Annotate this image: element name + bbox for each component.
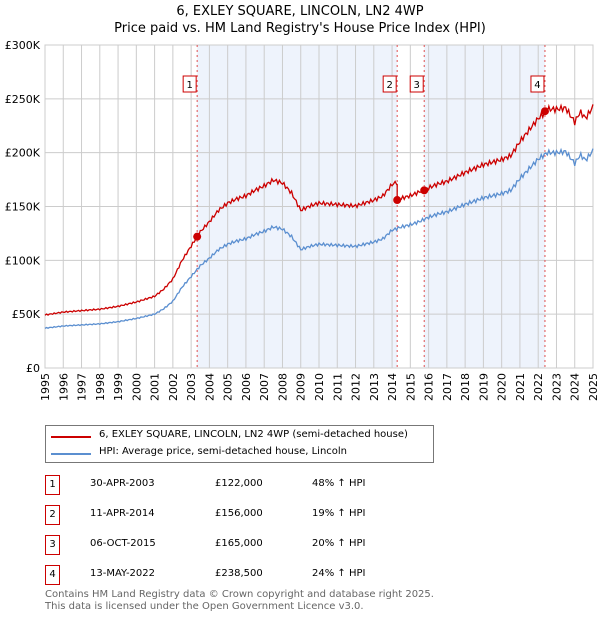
x-tick-label: 2021 (514, 373, 527, 401)
hpi-line (44, 147, 594, 329)
x-tick-label: 2000 (130, 373, 143, 401)
sale-date: 13-MAY-2022 (90, 568, 156, 579)
sale-row: 4 13-MAY-2022 £238,500 24% ↑ HPI (45, 565, 445, 585)
sale-number: 3 (45, 535, 60, 555)
sale-label-box (409, 75, 424, 93)
x-tick-label: 2003 (185, 373, 198, 401)
y-tick-label: £100K (5, 254, 41, 267)
x-tick-label: 2013 (368, 373, 381, 401)
sale-point (193, 232, 202, 241)
sale-hpi-change: 24% ↑ HPI (312, 568, 366, 579)
x-tick-label: 1998 (94, 373, 107, 401)
footer-line: Contains HM Land Registry data © Crown c… (45, 589, 434, 600)
y-tick-label: £200K (5, 147, 41, 160)
x-tick-label: 2022 (532, 373, 545, 401)
sale-row: 1 30-APR-2003 £122,000 48% ↑ HPI (45, 475, 445, 495)
sale-hpi-change: 20% ↑ HPI (312, 538, 366, 549)
y-tick-label: £250K (5, 93, 41, 106)
legend: 6, EXLEY SQUARE, LINCOLN, LN2 4WP (semi-… (45, 425, 434, 463)
x-tick-label: 2023 (550, 373, 563, 401)
footer-line: This data is licensed under the Open Gov… (45, 601, 364, 612)
legend-label-hpi: HPI: Average price, semi-detached house,… (99, 446, 348, 457)
chart-title: 6, EXLEY SQUARE, LINCOLN, LN2 4WP (176, 4, 424, 19)
legend-swatch-property (51, 436, 91, 438)
x-tick-label: 2006 (240, 373, 253, 401)
x-tick-label: 2009 (295, 373, 308, 401)
sale-point (540, 107, 549, 116)
x-tick-label: 2014 (386, 373, 399, 401)
sale-price: £165,000 (215, 538, 263, 549)
legend-swatch-hpi (51, 453, 91, 455)
sale-label: 4 (534, 80, 540, 91)
sale-price: £238,500 (215, 568, 263, 579)
sale-date: 06-OCT-2015 (90, 538, 156, 549)
x-tick-label: 2025 (587, 373, 600, 401)
sale-row: 3 06-OCT-2015 £165,000 20% ↑ HPI (45, 535, 445, 555)
y-tick-label: £300K (5, 39, 41, 52)
x-tick-label: 2005 (222, 373, 235, 401)
x-tick-label: 1999 (112, 373, 125, 401)
sale-number: 1 (45, 475, 60, 495)
sale-label-box (382, 75, 397, 93)
sale-date: 30-APR-2003 (90, 478, 155, 489)
x-tick-label: 2010 (313, 373, 326, 401)
sale-number: 2 (45, 505, 60, 525)
x-tick-label: 2024 (569, 373, 582, 401)
x-tick-label: 2007 (258, 373, 271, 401)
footer: Contains HM Land Registry data © Crown c… (45, 589, 434, 613)
x-tick-label: 2015 (404, 373, 417, 401)
chart-subtitle: Price paid vs. HM Land Registry's House … (114, 21, 486, 36)
legend-label-property: 6, EXLEY SQUARE, LINCOLN, LN2 4WP (semi-… (99, 429, 408, 440)
x-tick-label: 2012 (350, 373, 363, 401)
x-tick-label: 2020 (496, 373, 509, 401)
x-tick-label: 2011 (331, 373, 344, 401)
x-tick-label: 2016 (423, 373, 436, 401)
x-tick-label: 1995 (39, 373, 52, 401)
x-tick-label: 2017 (441, 373, 454, 401)
y-tick-label: £50K (12, 308, 41, 321)
sale-label-box (530, 75, 545, 93)
x-tick-label: 1997 (76, 373, 89, 401)
sale-label: 2 (386, 80, 392, 91)
sale-row: 2 11-APR-2014 £156,000 19% ↑ HPI (45, 505, 445, 525)
sale-date: 11-APR-2014 (90, 508, 155, 519)
x-tick-label: 1996 (57, 373, 70, 401)
sale-price: £156,000 (215, 508, 263, 519)
x-tick-label: 2008 (276, 373, 289, 401)
y-tick-label: £0 (26, 362, 40, 375)
plot-border (44, 44, 594, 369)
sale-hpi-change: 48% ↑ HPI (312, 478, 366, 489)
x-tick-label: 2004 (203, 373, 216, 401)
x-tick-label: 2019 (477, 373, 490, 401)
property-price-line (44, 103, 594, 316)
sale-price: £122,000 (215, 478, 263, 489)
sale-label-box (182, 75, 197, 93)
x-tick-label: 2002 (167, 373, 180, 401)
y-tick-label: £150K (5, 201, 41, 214)
x-tick-label: 2018 (459, 373, 472, 401)
sale-number: 4 (45, 565, 60, 585)
sale-label: 3 (414, 80, 420, 91)
sale-label: 1 (186, 80, 192, 91)
x-tick-label: 2001 (149, 373, 162, 401)
sale-hpi-change: 19% ↑ HPI (312, 508, 366, 519)
sale-point (393, 196, 402, 205)
chart: 1995 1996 1997 1998 1999 2000 2001 2002 2003 2004… (5, 39, 600, 401)
sale-point (420, 186, 429, 195)
